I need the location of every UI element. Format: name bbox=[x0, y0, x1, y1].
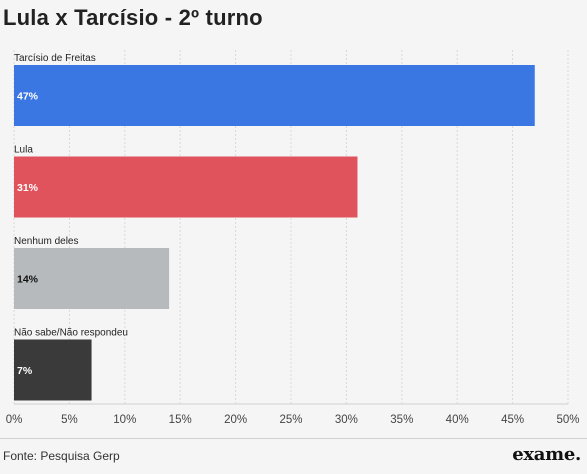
exame-logo: exame. bbox=[512, 444, 581, 465]
bar-1 bbox=[14, 156, 358, 218]
chart-title: Lula x Tarcísio - 2º turno bbox=[3, 5, 263, 30]
bar-3 bbox=[14, 339, 92, 401]
x-tick-label-10: 50% bbox=[556, 414, 579, 426]
category-label-2: Nenhum deles bbox=[14, 236, 78, 247]
data-label-3: 7% bbox=[17, 365, 33, 377]
x-tick-label-0: 0% bbox=[6, 414, 23, 426]
x-tick-label-9: 45% bbox=[501, 414, 524, 426]
x-tick-label-2: 10% bbox=[113, 414, 136, 426]
data-label-0: 47% bbox=[17, 91, 39, 103]
x-tick-label-1: 5% bbox=[61, 414, 78, 426]
x-tick-label-3: 15% bbox=[169, 414, 192, 426]
footer-divider bbox=[0, 438, 587, 439]
x-tick-label-4: 20% bbox=[224, 414, 247, 426]
bar-0 bbox=[14, 65, 535, 126]
x-tick-label-7: 35% bbox=[390, 414, 413, 426]
bar-chart: 0% 5% 10% 15% 20% 25% 30% 35% 40% 45% 50% Tarcísio … bbox=[6, 50, 580, 426]
data-label-2: 14% bbox=[17, 274, 39, 286]
source-note: Fonte: Pesquisa Gerp bbox=[3, 449, 120, 463]
category-label-3: Não sabe/Não respondeu bbox=[14, 328, 128, 339]
category-label-1: Lula bbox=[14, 145, 33, 156]
category-label-0: Tarcísio de Freitas bbox=[14, 53, 96, 64]
bar-2 bbox=[14, 248, 170, 309]
x-tick-label-8: 40% bbox=[446, 414, 469, 426]
data-label-1: 31% bbox=[17, 182, 39, 194]
x-tick-label-6: 30% bbox=[335, 414, 358, 426]
x-tick-label-5: 25% bbox=[279, 414, 302, 426]
